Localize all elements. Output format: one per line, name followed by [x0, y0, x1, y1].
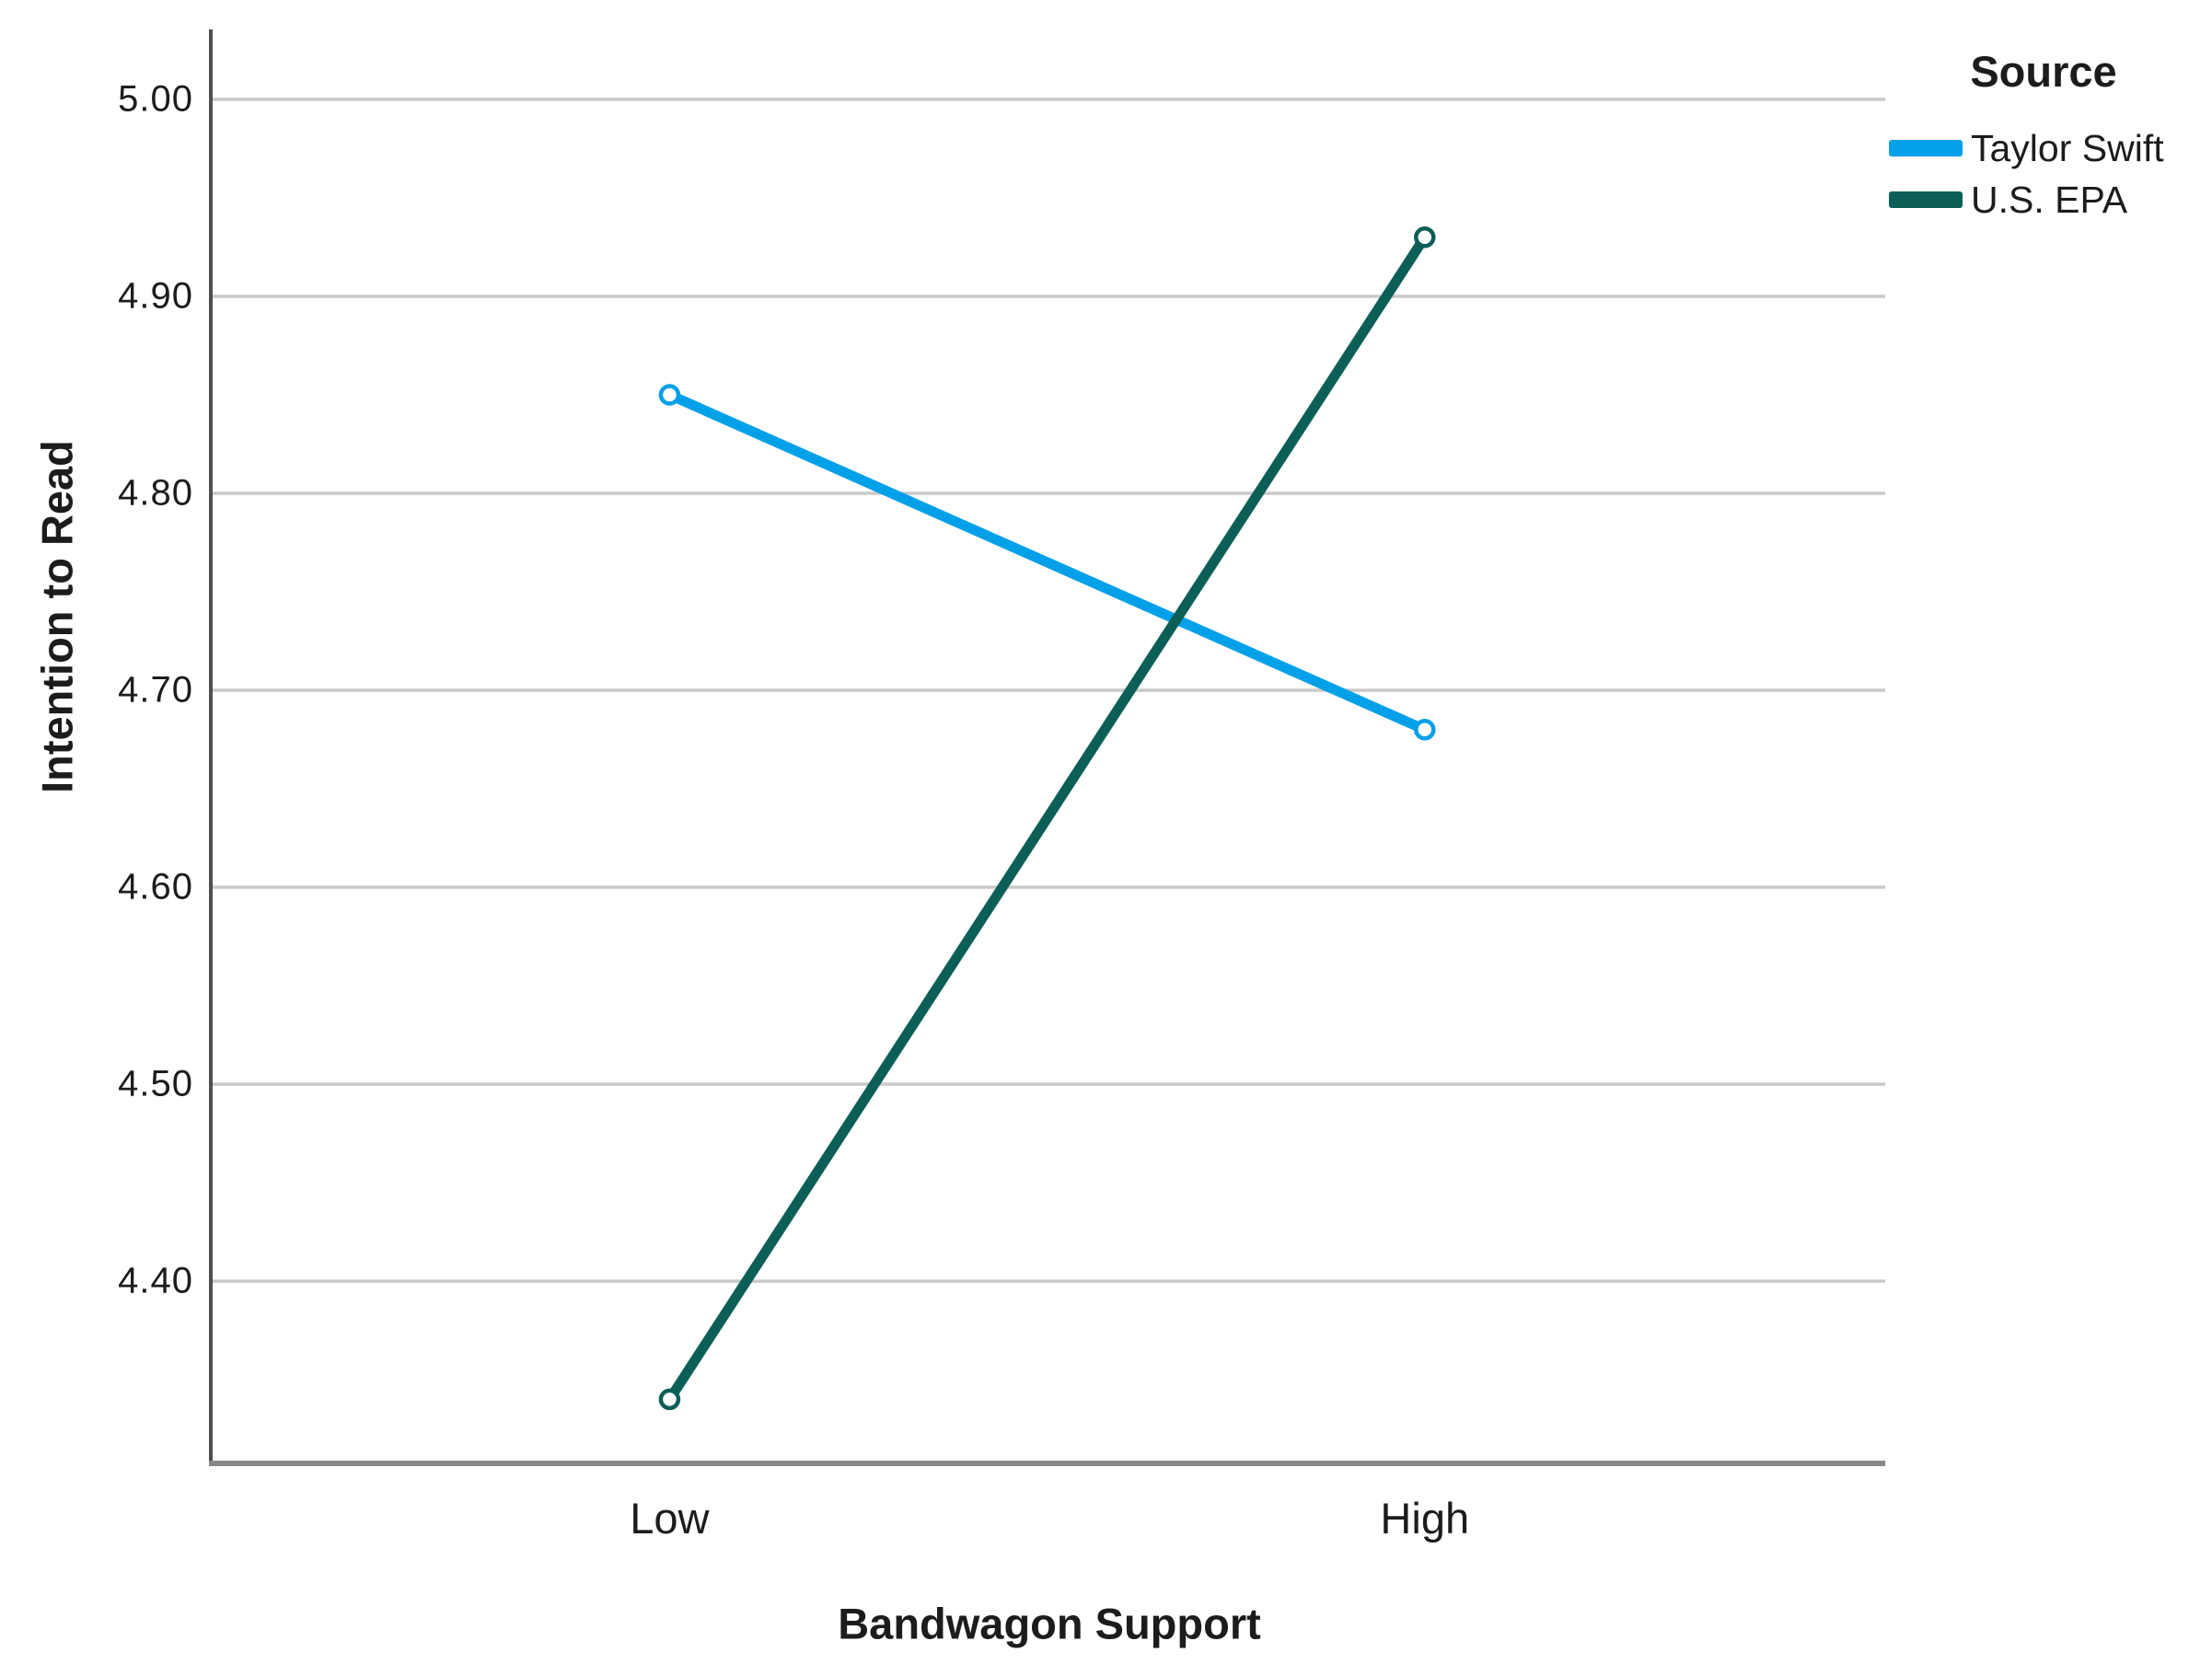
legend-item-label: U.S. EPA	[1971, 178, 2128, 221]
legend-swatch-u-s-epa	[1889, 191, 1963, 208]
y-tick-label: 4.40	[118, 1260, 193, 1301]
legend-items: Taylor Swift U.S. EPA	[1889, 122, 2198, 225]
y-tick-label: 4.70	[118, 669, 193, 711]
y-tick-label: 4.50	[118, 1063, 193, 1104]
y-tick-label: 4.60	[118, 866, 193, 907]
legend-item-label: Taylor Swift	[1971, 126, 2164, 169]
data-point-marker-taylor-swift	[1414, 719, 1436, 741]
y-tick-label: 4.90	[118, 275, 193, 317]
data-point-marker-u-s-epa	[1414, 226, 1436, 249]
legend-swatch-taylor-swift	[1889, 140, 1963, 156]
x-tick-label-low: Low	[630, 1494, 710, 1543]
x-tick-label-high: High	[1380, 1494, 1470, 1543]
data-point-marker-taylor-swift	[658, 384, 681, 406]
legend-item-u-s-epa: U.S. EPA	[1889, 174, 2198, 225]
y-tick-label: 5.00	[118, 78, 193, 120]
legend-item-taylor-swift: Taylor Swift	[1889, 122, 2198, 174]
series-line-taylor-swift	[664, 389, 1430, 735]
legend-title: Source	[1970, 47, 2117, 96]
x-axis-title: Bandwagon Support	[838, 1599, 1261, 1648]
data-point-marker-u-s-epa	[658, 1388, 681, 1411]
series-line-u-s-epa	[664, 232, 1430, 1404]
legend: Source Taylor Swift U.S. EPA	[1889, 48, 2198, 225]
y-tick-label: 4.80	[118, 472, 193, 514]
